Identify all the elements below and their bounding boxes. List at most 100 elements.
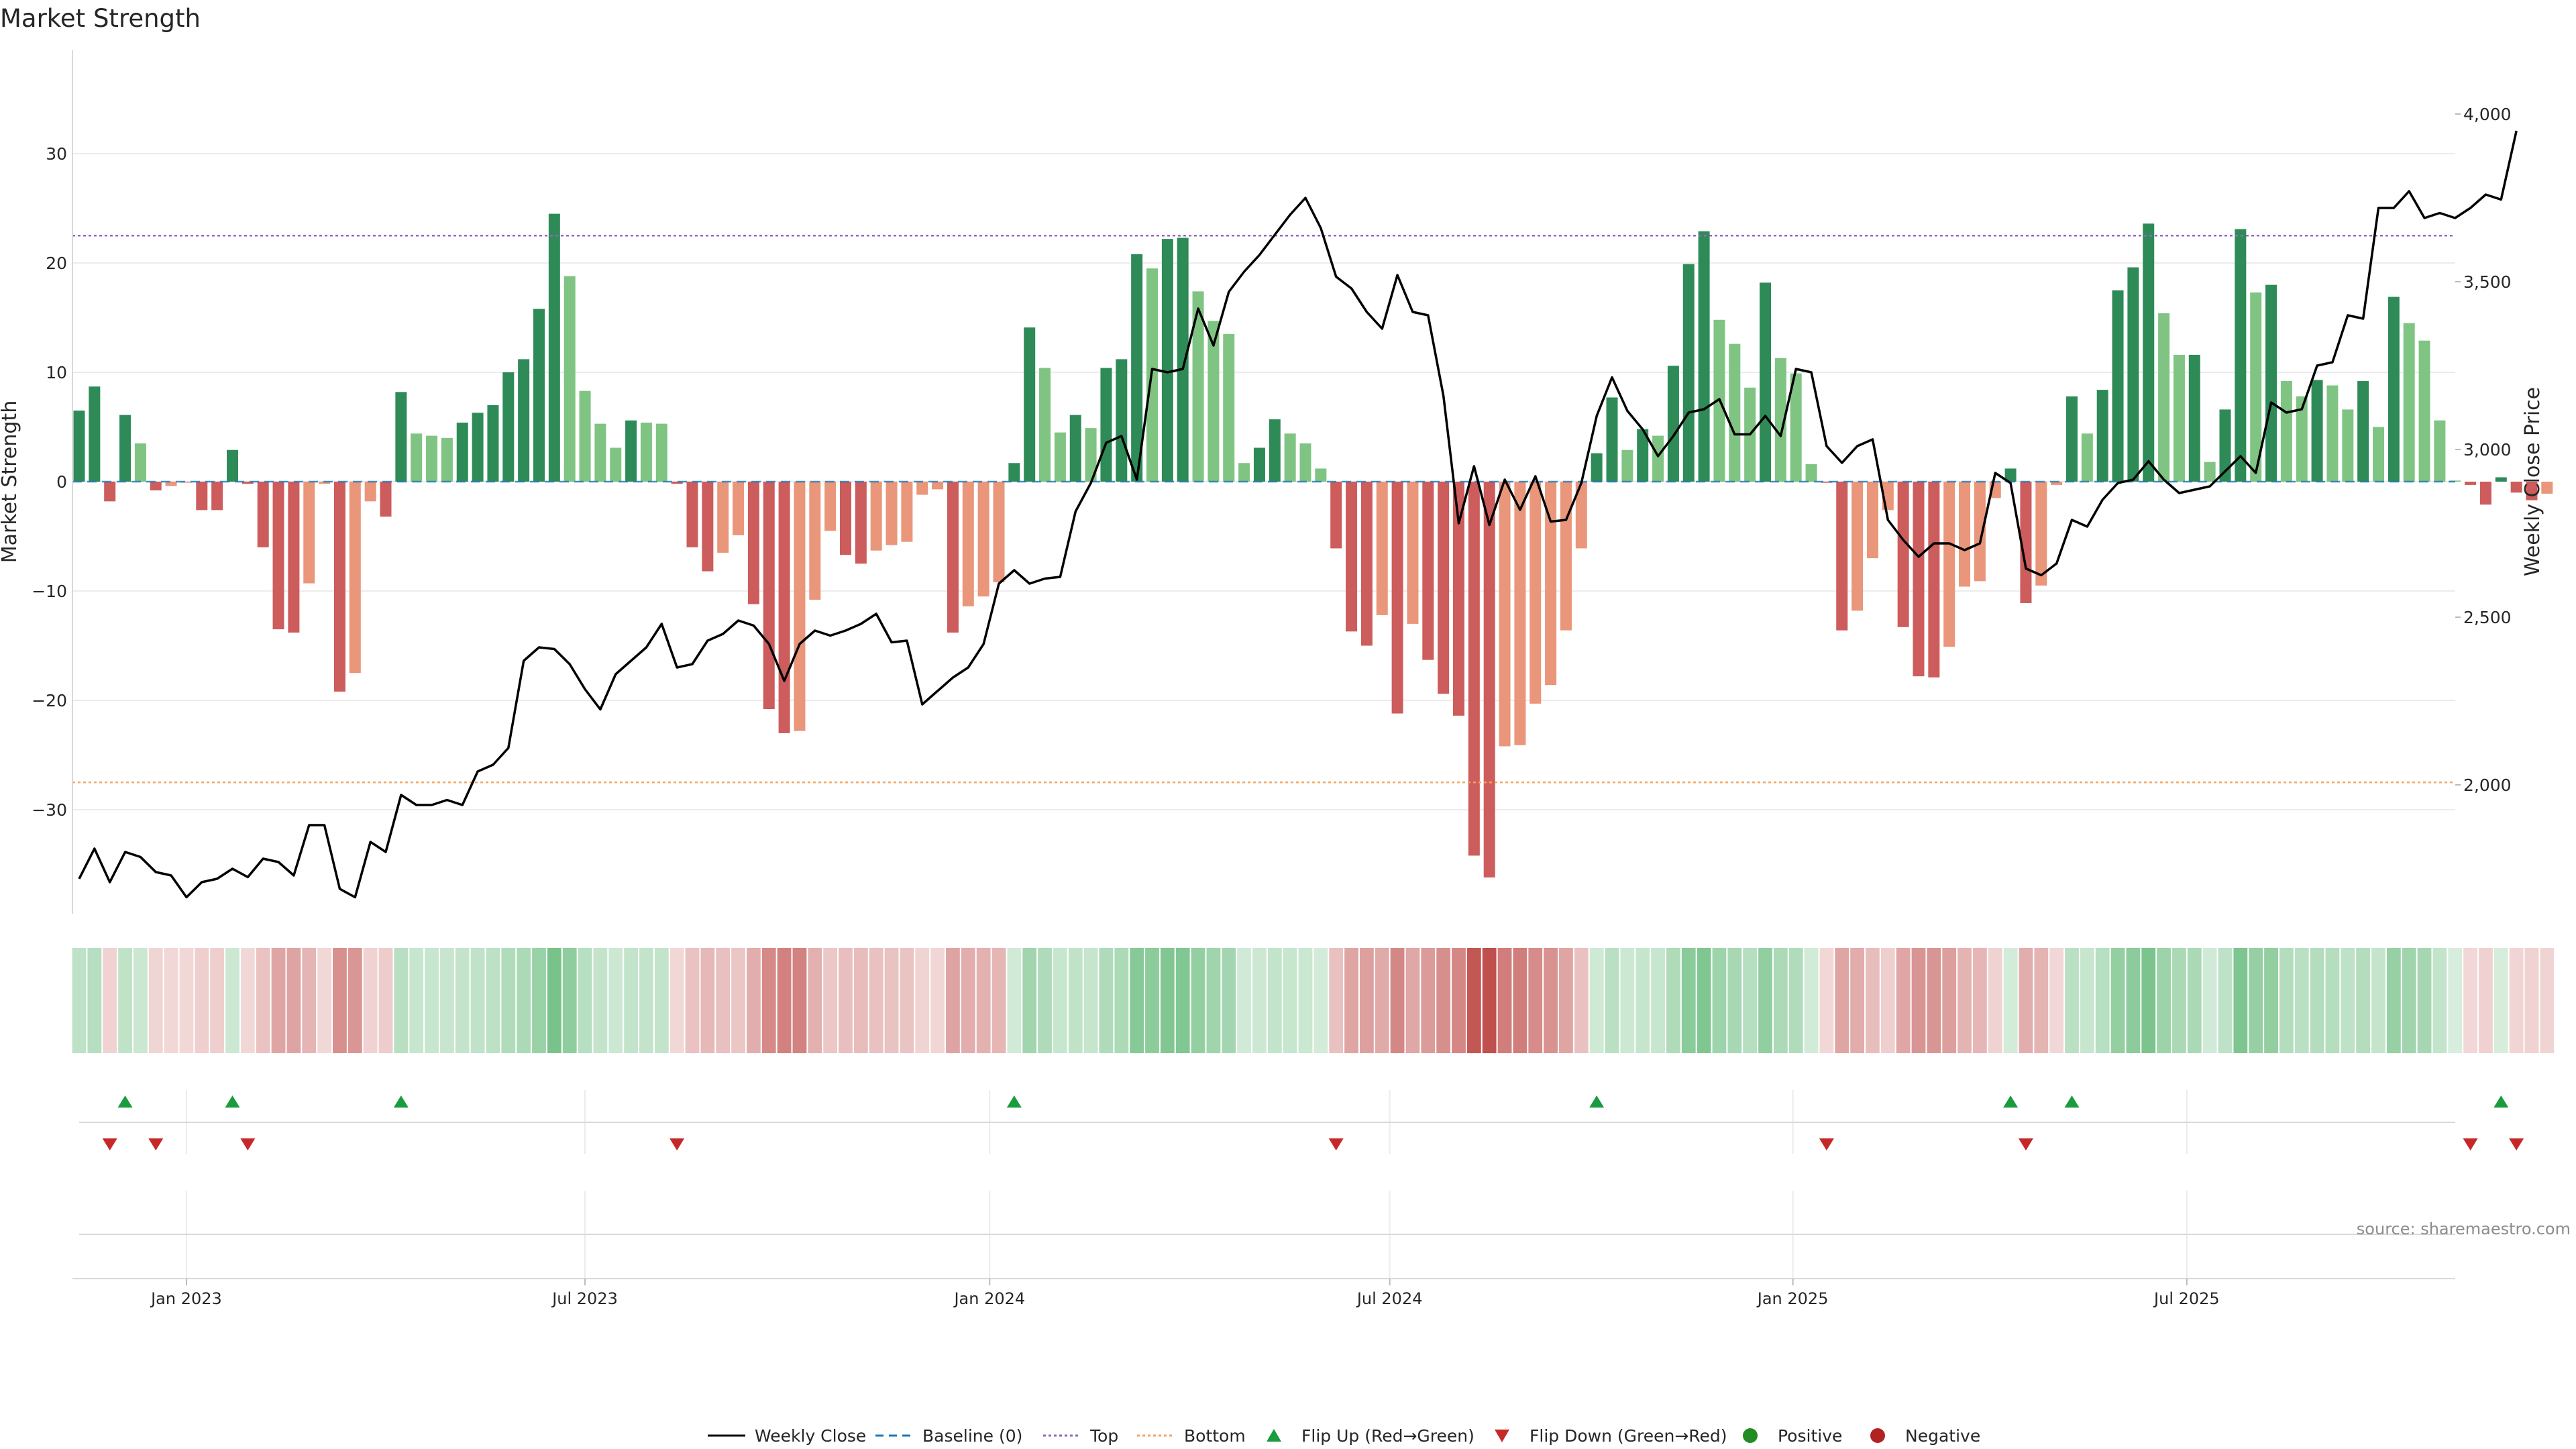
heat-cell (654, 948, 669, 1053)
strength-bar (2035, 482, 2047, 586)
heat-cell (839, 948, 853, 1053)
strength-bar (855, 482, 867, 564)
x-tick-label: Jan 2025 (1756, 1289, 1829, 1308)
flip-up-marker (2064, 1095, 2080, 1108)
strength-bar (2465, 482, 2477, 485)
x-tick-label: Jan 2023 (150, 1289, 222, 1308)
legend-label: Negative (1905, 1426, 1980, 1446)
strength-bar (1269, 419, 1281, 482)
heat-cell (1007, 948, 1022, 1053)
strength-bar (1054, 432, 1066, 482)
strength-bar (1192, 291, 1204, 482)
heat-cell (2126, 948, 2141, 1053)
heat-cell (869, 948, 883, 1053)
heat-cell (2448, 948, 2463, 1053)
legend-label: Top (1089, 1426, 1118, 1446)
heat-cell (210, 948, 225, 1053)
strength-bar (1131, 254, 1143, 482)
heat-cell (2310, 948, 2324, 1053)
strength-bar (2188, 354, 2200, 482)
heat-cell (1896, 948, 1911, 1053)
strength-bar (1161, 239, 1173, 482)
strength-bar (89, 386, 101, 482)
heat-cell (394, 948, 409, 1053)
strength-bar (1100, 368, 1112, 482)
reference-lines (72, 235, 2455, 784)
strength-bar (411, 433, 423, 482)
heat-cell (532, 948, 546, 1053)
heat-cell (87, 948, 102, 1053)
strength-bar (2526, 482, 2538, 500)
heat-cell (1175, 948, 1190, 1053)
heat-cell (777, 948, 792, 1053)
heat-cell (1329, 948, 1344, 1053)
heat-cell (1344, 948, 1358, 1053)
heat-cell (1145, 948, 1159, 1053)
heat-cell (133, 948, 148, 1053)
heat-cell (1788, 948, 1803, 1053)
y-tick-label-right: 2,500 (2463, 608, 2512, 627)
strength-bar (150, 482, 162, 491)
strength-bar (2051, 482, 2063, 485)
strength-bar (763, 482, 775, 710)
strength-bar (2004, 468, 2017, 482)
strength-bar (257, 482, 269, 547)
heat-cell (1099, 948, 1114, 1053)
heat-cell (1988, 948, 2002, 1053)
strength-bar (1069, 415, 1081, 482)
heat-cell (1911, 948, 1926, 1053)
heat-cell (1360, 948, 1374, 1053)
heat-cell (2034, 948, 2049, 1053)
strength-bar (1606, 397, 1618, 482)
heat-cell (884, 948, 899, 1053)
heat-cell (1773, 948, 1788, 1053)
heat-cell (2049, 948, 2064, 1053)
heat-cell (1574, 948, 1589, 1053)
heat-cell (347, 948, 362, 1053)
strength-bar (227, 449, 238, 482)
strength-bar (2265, 284, 2277, 482)
strength-bar (349, 482, 361, 674)
heat-cell (1973, 948, 1987, 1053)
price-line-layer (78, 130, 2518, 899)
heat-cell (2218, 948, 2233, 1053)
strength-bar (824, 482, 837, 531)
heat-cell (1466, 948, 1481, 1053)
heat-cell (2279, 948, 2294, 1053)
flip-up-marker (225, 1095, 240, 1108)
strength-bar (1974, 482, 1986, 582)
heat-cell (1880, 948, 1895, 1053)
flip-up-marker (393, 1095, 409, 1108)
strength-bar (610, 447, 622, 482)
strength-bar (1545, 482, 1557, 686)
strength-bar (2373, 427, 2384, 482)
heat-cell (900, 948, 914, 1053)
strength-bar (1821, 482, 1833, 483)
heat-cell (2540, 948, 2555, 1053)
heat-cell (317, 948, 331, 1053)
legend-swatch-flip-down (1495, 1430, 1509, 1442)
strength-bar (426, 435, 438, 482)
heat-cell (2493, 948, 2508, 1053)
strength-bar (272, 482, 284, 630)
strength-bar (655, 423, 667, 482)
heat-cell (716, 948, 731, 1053)
heat-cell (1835, 948, 1849, 1053)
heat-cell (761, 948, 776, 1053)
heat-cell (1237, 948, 1251, 1053)
heat-cell (915, 948, 930, 1053)
heat-cell (1528, 948, 1543, 1053)
heat-cell (1053, 948, 1067, 1053)
y-tick-label-right: 3,500 (2463, 272, 2512, 292)
strength-bar (1637, 429, 1649, 482)
heat-cell (240, 948, 255, 1053)
flip-down-marker (1328, 1138, 1344, 1150)
heat-cell (1666, 948, 1680, 1053)
heat-cell (853, 948, 868, 1053)
heat-cell (1222, 948, 1236, 1053)
strength-bar (579, 390, 591, 482)
strength-bar (2096, 390, 2108, 482)
heat-cell (2095, 948, 2110, 1053)
